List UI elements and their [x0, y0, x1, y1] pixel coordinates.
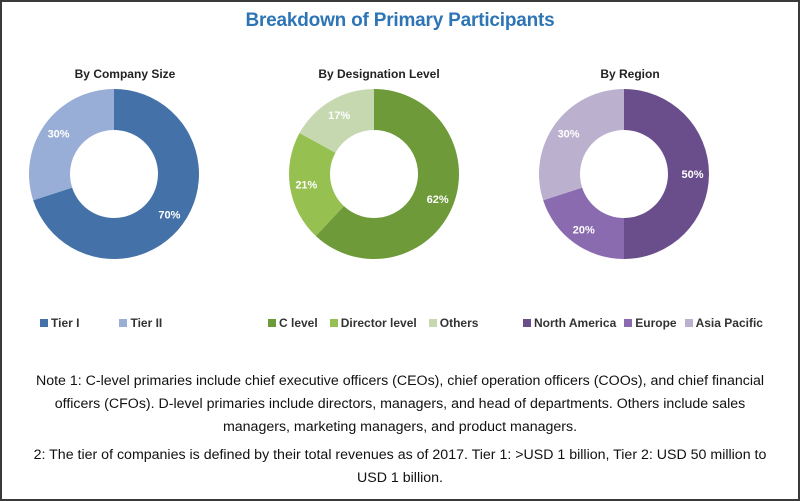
legend-label: Europe [635, 316, 677, 330]
slice-tier-ii [28, 89, 115, 201]
legend-item-tier-i: Tier I [40, 316, 79, 330]
legend-swatch [624, 319, 633, 327]
data-label-others: 17% [328, 110, 350, 122]
slice-c-level [315, 89, 459, 259]
legend-swatch [119, 319, 128, 327]
slice-asia-pacific [539, 89, 624, 201]
legend-company-size: Tier I Tier II [40, 316, 176, 330]
donut-region: 50% 20% 30% [539, 89, 709, 259]
legend-item-asia-pacific: Asia Pacific [684, 316, 763, 330]
legend-item-tier-ii: Tier II [119, 316, 162, 330]
legend-label: Asia Pacific [695, 316, 763, 330]
data-label-c-level: 62% [427, 194, 449, 206]
donut-company-size: 70% 30% [28, 89, 200, 259]
footnotes: Note 1: C-level primaries include chief … [20, 370, 780, 495]
panel-title-company-size: By Company Size [74, 67, 176, 81]
slice-others [299, 89, 374, 153]
note-1: Note 1: C-level primaries include chief … [35, 373, 765, 435]
slice-director-level [289, 133, 344, 236]
data-label-asia-pacific: 30% [558, 129, 580, 141]
legend-swatch [523, 319, 531, 327]
legend-swatch [684, 319, 693, 327]
legend-label: North America [534, 316, 617, 330]
slice-tier-i [33, 89, 200, 259]
data-label-tier-i: 70% [158, 209, 180, 221]
panel-title-designation-level: By Designation Level [318, 67, 440, 81]
legend-label: Others [439, 316, 479, 330]
legend-swatch [40, 319, 48, 327]
legend-item-europe: Europe [624, 316, 677, 330]
data-label-tier-ii: 30% [48, 129, 70, 141]
legend-label: Tier I [51, 316, 80, 330]
legend-swatch [268, 319, 276, 327]
legend-label: Director level [340, 316, 417, 330]
data-label-europe: 20% [573, 224, 595, 236]
data-label-director-level: 21% [295, 180, 317, 192]
legend-swatch [428, 319, 437, 327]
legend-item-c-level: C level [268, 316, 318, 330]
legend-item-north-america: North America [523, 316, 616, 330]
donut-designation-level: 62% 21% 17% [289, 89, 459, 259]
slice-europe [543, 187, 624, 259]
chart-title: Breakdown of Primary Participants [245, 10, 555, 31]
legend-swatch [329, 319, 338, 327]
note-2: 2: The tier of companies is defined by t… [33, 447, 767, 486]
legend-designation-level: C level Director level Others [268, 316, 490, 330]
slice-north-america [624, 89, 709, 259]
legend-label: Tier II [130, 316, 163, 330]
legend-region: North America Europe Asia Pacific [523, 316, 771, 330]
legend-label: C level [279, 316, 318, 330]
panel-title-region: By Region [600, 67, 660, 81]
legend-item-others: Others [428, 316, 479, 330]
legend-item-director-level: Director level [329, 316, 417, 330]
data-label-north-america: 50% [681, 169, 703, 181]
